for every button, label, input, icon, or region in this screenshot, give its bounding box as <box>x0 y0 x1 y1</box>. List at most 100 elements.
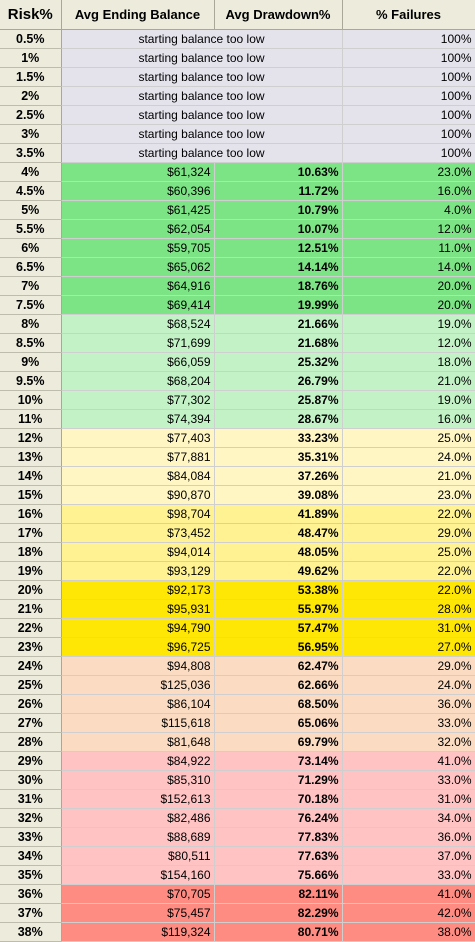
balance-cell[interactable]: $77,403 <box>61 428 215 448</box>
risk-cell[interactable]: 23% <box>0 637 62 657</box>
risk-cell[interactable]: 37% <box>0 903 62 923</box>
risk-cell[interactable]: 24% <box>0 656 62 676</box>
failures-cell[interactable]: 42.0% <box>342 903 475 923</box>
failures-cell[interactable]: 23.0% <box>342 162 475 182</box>
drawdown-cell[interactable]: 65.06% <box>214 713 343 733</box>
risk-cell[interactable]: 8.5% <box>0 333 62 353</box>
risk-cell[interactable]: 14% <box>0 466 62 486</box>
drawdown-cell[interactable]: 76.24% <box>214 808 343 828</box>
balance-cell[interactable]: $96,725 <box>61 637 215 657</box>
risk-cell[interactable]: 6% <box>0 238 62 258</box>
failures-cell[interactable]: 25.0% <box>342 542 475 562</box>
risk-cell[interactable]: 38% <box>0 922 62 942</box>
balance-cell[interactable]: $84,084 <box>61 466 215 486</box>
risk-cell[interactable]: 25% <box>0 675 62 695</box>
risk-cell[interactable]: 11% <box>0 409 62 429</box>
risk-cell[interactable]: 12% <box>0 428 62 448</box>
risk-cell[interactable]: 5% <box>0 200 62 220</box>
drawdown-cell[interactable]: 80.71% <box>214 922 343 942</box>
risk-cell[interactable]: 13% <box>0 447 62 467</box>
balance-cell[interactable]: $61,425 <box>61 200 215 220</box>
failures-cell[interactable]: 100% <box>342 67 475 87</box>
risk-cell[interactable]: 4% <box>0 162 62 182</box>
balance-cell[interactable]: $80,511 <box>61 846 215 866</box>
risk-cell[interactable]: 10% <box>0 390 62 410</box>
failures-cell[interactable]: 16.0% <box>342 181 475 201</box>
balance-cell[interactable]: $94,014 <box>61 542 215 562</box>
note-cell[interactable]: starting balance too low <box>61 67 343 87</box>
balance-cell[interactable]: $77,302 <box>61 390 215 410</box>
drawdown-cell[interactable]: 14.14% <box>214 257 343 277</box>
note-cell[interactable]: starting balance too low <box>61 143 343 163</box>
drawdown-cell[interactable]: 77.83% <box>214 827 343 847</box>
drawdown-cell[interactable]: 48.47% <box>214 523 343 543</box>
drawdown-cell[interactable]: 53.38% <box>214 580 343 600</box>
drawdown-cell[interactable]: 69.79% <box>214 732 343 752</box>
failures-cell[interactable]: 14.0% <box>342 257 475 277</box>
failures-cell[interactable]: 100% <box>342 124 475 144</box>
drawdown-cell[interactable]: 82.29% <box>214 903 343 923</box>
drawdown-cell[interactable]: 48.05% <box>214 542 343 562</box>
drawdown-cell[interactable]: 25.32% <box>214 352 343 372</box>
drawdown-cell[interactable]: 28.67% <box>214 409 343 429</box>
balance-cell[interactable]: $82,486 <box>61 808 215 828</box>
failures-cell[interactable]: 12.0% <box>342 219 475 239</box>
failures-cell[interactable]: 23.0% <box>342 485 475 505</box>
risk-cell[interactable]: 3% <box>0 124 62 144</box>
balance-cell[interactable]: $74,394 <box>61 409 215 429</box>
failures-cell[interactable]: 20.0% <box>342 276 475 296</box>
drawdown-cell[interactable]: 71.29% <box>214 770 343 790</box>
balance-cell[interactable]: $81,648 <box>61 732 215 752</box>
drawdown-cell[interactable]: 18.76% <box>214 276 343 296</box>
drawdown-cell[interactable]: 10.07% <box>214 219 343 239</box>
drawdown-cell[interactable]: 35.31% <box>214 447 343 467</box>
failures-cell[interactable]: 36.0% <box>342 827 475 847</box>
failures-cell[interactable]: 33.0% <box>342 713 475 733</box>
drawdown-cell[interactable]: 10.79% <box>214 200 343 220</box>
balance-cell[interactable]: $71,699 <box>61 333 215 353</box>
risk-cell[interactable]: 21% <box>0 599 62 619</box>
failures-cell[interactable]: 22.0% <box>342 580 475 600</box>
balance-cell[interactable]: $73,452 <box>61 523 215 543</box>
balance-cell[interactable]: $90,870 <box>61 485 215 505</box>
balance-cell[interactable]: $68,524 <box>61 314 215 334</box>
risk-column-header[interactable]: Risk% <box>0 0 62 30</box>
risk-cell[interactable]: 27% <box>0 713 62 733</box>
risk-cell[interactable]: 4.5% <box>0 181 62 201</box>
risk-cell[interactable]: 1% <box>0 48 62 68</box>
balance-cell[interactable]: $68,204 <box>61 371 215 391</box>
failures-cell[interactable]: 37.0% <box>342 846 475 866</box>
drawdown-cell[interactable]: 68.50% <box>214 694 343 714</box>
balance-cell[interactable]: $154,160 <box>61 865 215 885</box>
balance-cell[interactable]: $66,059 <box>61 352 215 372</box>
failures-cell[interactable]: 100% <box>342 48 475 68</box>
drawdown-cell[interactable]: 39.08% <box>214 485 343 505</box>
note-cell[interactable]: starting balance too low <box>61 48 343 68</box>
risk-cell[interactable]: 9% <box>0 352 62 372</box>
balance-cell[interactable]: $115,618 <box>61 713 215 733</box>
drawdown-cell[interactable]: 73.14% <box>214 751 343 771</box>
failures-cell[interactable]: 11.0% <box>342 238 475 258</box>
failures-cell[interactable]: 33.0% <box>342 865 475 885</box>
balance-cell[interactable]: $64,916 <box>61 276 215 296</box>
drawdown-column-header[interactable]: Avg Drawdown% <box>214 0 343 30</box>
drawdown-cell[interactable]: 55.97% <box>214 599 343 619</box>
failures-cell[interactable]: 19.0% <box>342 314 475 334</box>
drawdown-cell[interactable]: 57.47% <box>214 618 343 638</box>
failures-cell[interactable]: 24.0% <box>342 447 475 467</box>
drawdown-cell[interactable]: 49.62% <box>214 561 343 581</box>
drawdown-cell[interactable]: 62.47% <box>214 656 343 676</box>
failures-column-header[interactable]: % Failures <box>342 0 475 30</box>
risk-cell[interactable]: 19% <box>0 561 62 581</box>
balance-cell[interactable]: $70,705 <box>61 884 215 904</box>
risk-cell[interactable]: 2% <box>0 86 62 106</box>
risk-cell[interactable]: 5.5% <box>0 219 62 239</box>
drawdown-cell[interactable]: 11.72% <box>214 181 343 201</box>
balance-cell[interactable]: $59,705 <box>61 238 215 258</box>
drawdown-cell[interactable]: 25.87% <box>214 390 343 410</box>
failures-cell[interactable]: 34.0% <box>342 808 475 828</box>
failures-cell[interactable]: 100% <box>342 86 475 106</box>
failures-cell[interactable]: 38.0% <box>342 922 475 942</box>
failures-cell[interactable]: 16.0% <box>342 409 475 429</box>
drawdown-cell[interactable]: 75.66% <box>214 865 343 885</box>
